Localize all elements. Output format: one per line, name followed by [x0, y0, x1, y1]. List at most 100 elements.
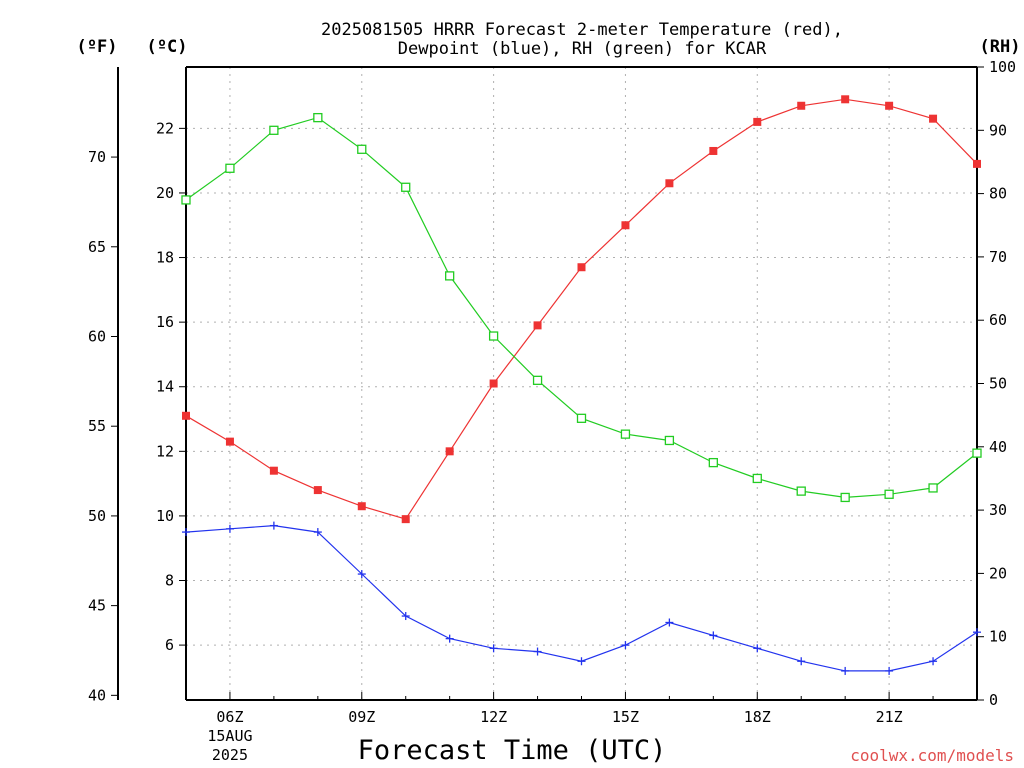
dewpoint-series-line — [185, 524, 978, 672]
temperature-point — [489, 379, 498, 388]
celsius-tick-label: 8 — [165, 572, 174, 590]
rh-tick-label: 60 — [989, 311, 1007, 329]
fahrenheit-tick-label: 50 — [88, 507, 106, 525]
x-date-label: 15AUG — [207, 727, 252, 745]
rh-point — [488, 331, 499, 341]
data-series — [181, 95, 982, 675]
rh-point — [884, 489, 894, 499]
rh-tick-label: 90 — [989, 121, 1007, 139]
rh-point — [225, 163, 235, 173]
dewpoint-point — [533, 647, 542, 656]
rh-point — [357, 144, 367, 154]
temperature-point — [225, 437, 234, 446]
temperature-point — [797, 101, 806, 110]
dewpoint-point — [797, 657, 806, 666]
grid-lines — [186, 67, 977, 700]
celsius-unit-label: (ºC) — [147, 37, 188, 57]
fahrenheit-tick-label: 65 — [88, 238, 106, 256]
rh-tick-label: 10 — [989, 628, 1007, 646]
celsius-tick-label: 6 — [165, 636, 174, 654]
rh-point — [752, 473, 762, 484]
rh-tick-label: 40 — [989, 438, 1007, 456]
dewpoint-point — [357, 570, 366, 579]
dewpoint-point — [929, 657, 938, 666]
temperature-series-line — [185, 98, 978, 520]
dewpoint-point — [885, 666, 894, 675]
celsius-tick-label: 20 — [156, 184, 174, 202]
x-tick-label: 09Z — [348, 708, 375, 726]
tick-labels: 6 8 10 12 14 16 18 20 22 40 45 50 55 60 65 70 0 10 20 30 40 5… — [88, 58, 1016, 764]
celsius-tick-label: 22 — [156, 119, 174, 137]
chart-title-line-2: Dewpoint (blue), RH (green) for KCAR — [398, 39, 767, 59]
celsius-tick-label: 18 — [156, 249, 174, 267]
dewpoint-point — [665, 618, 674, 627]
rh-point — [445, 271, 455, 281]
rh-unit-label: (RH) — [980, 37, 1021, 57]
dewpoint-point — [225, 524, 234, 533]
temperature-point — [665, 179, 674, 188]
rh-tick-label: 80 — [989, 185, 1007, 203]
x-tick-label: 21Z — [876, 708, 903, 726]
fahrenheit-tick-label: 70 — [88, 148, 106, 166]
fahrenheit-tick-label: 40 — [88, 686, 106, 704]
fahrenheit-unit-label: (ºF) — [77, 37, 118, 57]
rh-series-line — [185, 116, 978, 499]
dewpoint-point — [269, 521, 278, 530]
temperature-point — [269, 466, 278, 475]
rh-point — [401, 182, 411, 192]
rh-point — [532, 375, 543, 385]
fahrenheit-tick-label: 60 — [88, 327, 106, 345]
rh-point — [796, 486, 806, 496]
rh-point — [708, 457, 718, 468]
temperature-point — [445, 447, 454, 456]
celsius-tick-label: 10 — [156, 507, 174, 525]
dewpoint-point — [709, 631, 718, 640]
rh-tick-label: 70 — [989, 248, 1007, 266]
rh-point — [269, 125, 279, 135]
temperature-point — [841, 95, 850, 104]
x-tick-label: 06Z — [216, 708, 243, 726]
temperature-point — [357, 502, 366, 511]
dewpoint-point — [753, 644, 762, 653]
dewpoint-point — [313, 528, 322, 537]
x-axis-label: Forecast Time (UTC) — [358, 735, 667, 766]
temperature-point — [885, 101, 894, 110]
x-tick-label: 12Z — [480, 708, 507, 726]
x-year-label: 2025 — [212, 746, 248, 764]
rh-point — [576, 413, 587, 423]
temperature-point — [973, 159, 981, 168]
rh-tick-label: 20 — [989, 564, 1007, 582]
temperature-point — [533, 321, 542, 330]
dewpoint-point — [621, 641, 630, 650]
temperature-point — [709, 146, 718, 155]
dewpoint-point — [841, 666, 850, 675]
temperature-point — [621, 221, 630, 230]
temperature-point — [313, 486, 322, 495]
dewpoint-point — [577, 657, 586, 666]
x-tick-label: 18Z — [744, 708, 771, 726]
rh-point — [620, 429, 631, 439]
celsius-tick-label: 12 — [156, 442, 174, 460]
temperature-point — [929, 114, 938, 123]
rh-tick-label: 0 — [989, 691, 998, 709]
rh-point — [928, 483, 938, 493]
dewpoint-point — [401, 612, 410, 621]
x-tick-label: 15Z — [612, 708, 639, 726]
dewpoint-point — [182, 528, 190, 537]
axes — [111, 66, 984, 701]
fahrenheit-tick-label: 55 — [88, 417, 106, 435]
celsius-tick-label: 14 — [156, 378, 174, 396]
rh-point — [313, 112, 323, 123]
fahrenheit-tick-label: 45 — [88, 597, 106, 615]
dewpoint-point — [489, 644, 498, 653]
temperature-point — [577, 263, 586, 272]
rh-point — [840, 492, 850, 503]
rh-point — [664, 435, 675, 446]
temperature-point — [401, 515, 410, 524]
celsius-tick-label: 16 — [156, 313, 174, 331]
dewpoint-point — [973, 628, 981, 637]
credit-label: coolwx.com/models — [850, 746, 1014, 765]
rh-point — [181, 195, 191, 205]
rh-point — [972, 448, 982, 458]
